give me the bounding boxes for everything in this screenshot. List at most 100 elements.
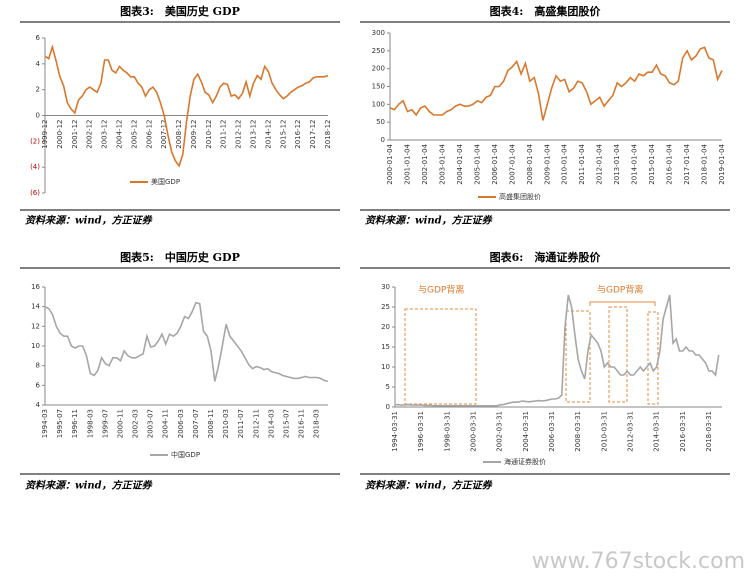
- x-tick-label: 1996-11: [71, 409, 79, 438]
- x-tick-label: 2009-12: [190, 120, 198, 149]
- y-tick-label: 8: [36, 362, 40, 370]
- x-tick-label: 2016-03-31: [679, 411, 687, 452]
- source-note: 资料来源：wind，方正证券: [365, 480, 493, 492]
- x-tick-label: 2004-12: [115, 120, 123, 149]
- x-tick-label: 1998-03: [86, 409, 94, 438]
- y-tick-label: 10: [31, 342, 40, 350]
- x-tick-label: 1995-07: [56, 409, 64, 438]
- x-tick-label: 2008-03-31: [574, 411, 582, 452]
- x-tick-label: 1994-03: [41, 409, 49, 438]
- annotation-box: [647, 311, 659, 405]
- x-tick-label: 1996-03-31: [417, 411, 425, 452]
- x-tick-label: 2000-11: [116, 409, 124, 438]
- x-tick-label: 2002-03: [132, 409, 140, 438]
- x-tick-label: 2014-01-04: [631, 143, 639, 184]
- legend-label: 海通证券股价: [504, 457, 546, 466]
- x-tick-label: 2001-01-04: [403, 143, 411, 184]
- chart-title: 图表5: 中国历史 GDP: [120, 250, 240, 264]
- legend-label: 中国GDP: [171, 450, 200, 459]
- y-tick-label: 0: [381, 136, 385, 144]
- y-tick-label: 6: [36, 381, 41, 389]
- x-tick-label: 2017-12: [309, 120, 317, 149]
- x-tick-label: 1999-12: [41, 120, 49, 149]
- chart-title: 图表3: 美国历史 GDP: [120, 4, 240, 18]
- x-tick-label: 2004-11: [162, 409, 170, 438]
- x-tick-label: 2019-01-04: [718, 143, 726, 184]
- x-tick-label: 2006-12: [145, 120, 153, 149]
- y-tick-label: 10: [381, 363, 390, 371]
- x-tick-label: 2018-03-31: [705, 411, 713, 452]
- x-tick-label: 2002-01-04: [421, 143, 429, 184]
- y-tick-label: 2: [36, 86, 40, 94]
- x-tick-label: 2010-12: [205, 120, 213, 149]
- x-tick-label: 2016-01-04: [666, 143, 674, 184]
- x-tick-label: 2014-03-31: [653, 411, 661, 452]
- x-tick-label: 2007-01-04: [508, 143, 516, 184]
- annotation: 与GDP背离: [597, 284, 643, 296]
- y-tick-label: 250: [372, 47, 385, 55]
- y-tick-label: 14: [31, 303, 40, 311]
- y-tick-label: 5: [386, 383, 390, 391]
- source-note: 资料来源：wind，方正证券: [25, 480, 153, 492]
- x-tick-label: 2015-07: [282, 409, 290, 438]
- y-tick-label: 150: [372, 83, 385, 91]
- x-tick-label: 2012-03-31: [626, 411, 634, 452]
- y-tick-label: 0: [386, 403, 390, 411]
- x-tick-label: 2008-01-04: [526, 143, 534, 184]
- x-tick-label: 2004-03-31: [522, 411, 530, 452]
- x-tick-label: 2012-12: [235, 120, 243, 149]
- x-tick-label: 2000-03-31: [469, 411, 477, 452]
- x-tick-label: 2003-07: [147, 409, 155, 438]
- x-tick-label: 2011-12: [220, 120, 228, 149]
- y-tick-label: 30: [381, 283, 390, 291]
- x-tick-label: 2002-12: [86, 120, 94, 149]
- y-tick-label: 300: [372, 29, 385, 37]
- y-tick-label: (6): [30, 189, 40, 197]
- x-tick-label: 2013-12: [250, 119, 258, 148]
- x-tick-label: 2015-12: [279, 120, 287, 149]
- x-tick-label: 2004-01-04: [456, 143, 464, 184]
- x-tick-label: 2010-03: [222, 409, 230, 438]
- x-tick-label: 2016-12: [294, 120, 302, 149]
- x-tick-label: 2008-11: [207, 409, 215, 438]
- y-tick-label: 0: [36, 112, 40, 120]
- annotation-box: [565, 310, 591, 403]
- legend-label: 美国GDP: [151, 177, 180, 186]
- x-tick-label: 1994-03-31: [391, 411, 399, 452]
- x-tick-label: 2017-01-04: [683, 143, 691, 184]
- x-tick-label: 2006-01-04: [491, 143, 499, 184]
- y-tick-label: 4: [36, 401, 41, 409]
- y-tick-label: 15: [381, 343, 390, 351]
- x-tick-label: 2018-03: [313, 409, 321, 438]
- x-tick-label: 2000-01-04: [386, 143, 394, 184]
- x-tick-label: 2009-01-04: [543, 143, 551, 184]
- x-tick-label: 2008-12: [175, 120, 183, 149]
- y-tick-label: 20: [381, 323, 390, 331]
- x-tick-label: 2011-01-04: [578, 143, 586, 184]
- x-tick-label: 2006-03: [177, 409, 185, 438]
- annotation: 与GDP背离: [418, 284, 464, 296]
- y-tick-label: 200: [372, 65, 385, 73]
- y-tick-label: 50: [376, 118, 385, 126]
- x-tick-label: 2003-12: [101, 120, 109, 149]
- source-note: 资料来源：wind，方正证券: [25, 215, 153, 227]
- x-tick-label: 2014-12: [264, 120, 272, 149]
- annotation-bracket: [589, 301, 656, 306]
- x-tick-label: 2012-11: [252, 409, 260, 438]
- x-tick-label: 2005-01-04: [473, 143, 481, 184]
- y-tick-label: (4): [30, 163, 40, 171]
- x-tick-label: 2014-03: [267, 409, 275, 438]
- y-tick-label: 25: [381, 303, 390, 311]
- x-tick-label: 2015-01-04: [648, 143, 656, 184]
- x-tick-label: 2010-03-31: [600, 411, 608, 452]
- x-tick-label: 2006-03-31: [548, 411, 556, 452]
- x-tick-label: 2007-12: [160, 120, 168, 149]
- y-tick-label: 100: [372, 100, 385, 108]
- annotation-box: [608, 306, 628, 403]
- x-tick-label: 2010-01-04: [561, 143, 569, 184]
- series-line: [394, 294, 720, 407]
- x-tick-label: 2016-11: [298, 409, 306, 438]
- series-line: [389, 46, 723, 121]
- x-tick-label: 2005-12: [130, 120, 138, 149]
